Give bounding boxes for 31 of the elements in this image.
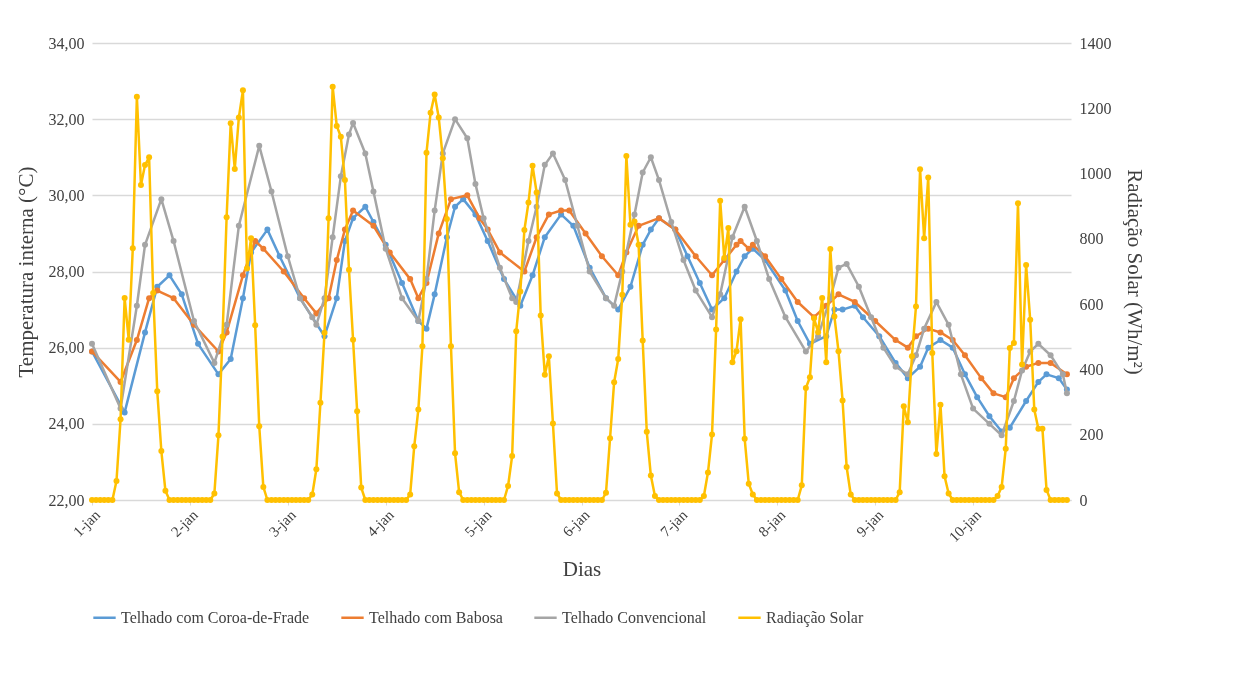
x-axis-title: Dias bbox=[562, 557, 602, 582]
y2-tick-label: 0 bbox=[1079, 491, 1088, 509]
y2-axis-title: Radiação Solar (Wh/m²) bbox=[1122, 169, 1147, 375]
x-tick-label: 9-jan bbox=[853, 506, 887, 540]
y2-tick-label: 400 bbox=[1079, 360, 1104, 378]
x-tick-label: 3-jan bbox=[265, 506, 300, 540]
y-tick-label: 32,00 bbox=[48, 110, 85, 128]
y2-tick-label: 600 bbox=[1079, 295, 1104, 313]
y-tick-label: 30,00 bbox=[48, 186, 85, 204]
y-tick-label: 26,00 bbox=[48, 339, 85, 357]
y2-tick-label: 1200 bbox=[1079, 99, 1112, 117]
x-tick-label: 2-jan bbox=[167, 506, 202, 540]
y-tick-label: 22,00 bbox=[48, 491, 85, 509]
x-tick-label: 6-jan bbox=[559, 506, 593, 540]
y-tick-label: 28,00 bbox=[48, 263, 85, 280]
x-tick-label: 8-jan bbox=[755, 506, 789, 540]
x-tick-label: 5-jan bbox=[461, 506, 496, 540]
y-tick-label: 34,00 bbox=[48, 34, 85, 52]
x-tick-label: 1-jan bbox=[69, 506, 104, 540]
y-axis-title: Temperatura interna (°C) bbox=[13, 166, 38, 378]
y2-tick-label: 200 bbox=[1079, 426, 1104, 444]
y2-tick-label: 800 bbox=[1079, 230, 1104, 248]
legend-label: Radiação Solar bbox=[766, 608, 864, 627]
y-tick-label: 24,00 bbox=[48, 415, 85, 433]
y2-tick-label: 1000 bbox=[1079, 165, 1112, 183]
x-tick-label: 7-jan bbox=[657, 506, 691, 540]
x-tick-label: 4-jan bbox=[363, 506, 398, 540]
legend-label: Telhado com Coroa-de-Frade bbox=[121, 608, 310, 626]
legend-label: Telhado Convencional bbox=[562, 608, 707, 626]
y2-tick-label: 1400 bbox=[1079, 34, 1112, 52]
legend-label: Telhado com Babosa bbox=[369, 608, 503, 626]
